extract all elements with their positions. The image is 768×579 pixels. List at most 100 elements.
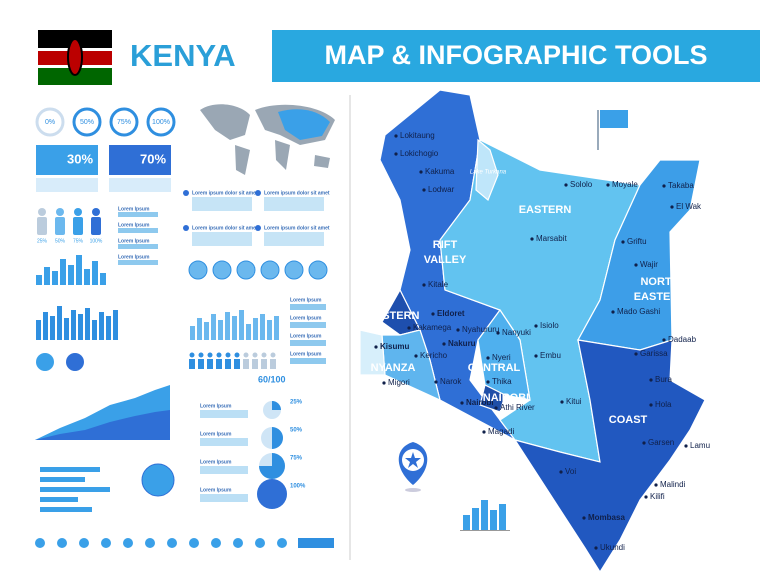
city-label: Ukundi	[600, 543, 625, 552]
city-label: Griftu	[627, 237, 647, 246]
lorem-heading: Lorem Ipsum	[290, 315, 322, 321]
lorem-lines	[200, 466, 248, 474]
city-dot	[649, 403, 653, 407]
lorem-lines	[118, 228, 158, 233]
globe-big	[141, 463, 175, 497]
stat-label: 30%	[67, 151, 93, 166]
lake-victoria	[359, 329, 386, 376]
icon	[35, 538, 45, 548]
city-dot	[494, 406, 498, 410]
region-label: CENTRAL	[468, 362, 521, 374]
person-icon-body	[261, 359, 267, 369]
lorem-lines	[192, 197, 252, 211]
deco-bar	[92, 320, 97, 340]
person-body	[91, 217, 101, 235]
deco-bar	[197, 318, 202, 340]
pie-slice	[272, 401, 281, 410]
globe	[308, 260, 328, 280]
deco-bar	[92, 261, 98, 285]
deco-bar	[57, 306, 62, 340]
subtitle-box	[272, 30, 760, 82]
city-label: Takaba	[668, 181, 694, 190]
city-label: Mado Gashi	[617, 307, 660, 316]
city-dot	[594, 546, 598, 550]
deco-bar	[36, 320, 41, 340]
person-body	[55, 217, 65, 235]
subtitle: MAP & INFOGRAPHIC TOOLS	[324, 40, 707, 70]
lorem-heading: Lorem Ipsum	[200, 403, 232, 409]
percent-label: 100%	[152, 119, 170, 126]
city-label: Lokichogio	[400, 149, 439, 158]
city-dot	[374, 345, 378, 349]
icon	[101, 538, 111, 548]
lorem-line: Lorem ipsum dolor sit amet	[264, 225, 330, 231]
deco-bar	[76, 255, 82, 285]
city-label: Mombasa	[588, 513, 625, 522]
city-label: Garissa	[640, 349, 668, 358]
city-label: Kilifi	[650, 492, 665, 501]
city-label: Lamu	[690, 441, 710, 450]
region-label: NORTH	[640, 276, 679, 288]
city-label: Thika	[492, 377, 512, 386]
lorem-lines	[118, 260, 158, 265]
city-dot	[642, 441, 646, 445]
stat-box	[109, 145, 171, 175]
lorem-lines	[290, 304, 326, 310]
hbar	[40, 507, 92, 512]
city-label: Garsen	[648, 438, 674, 447]
city-label: Eldoret	[437, 309, 465, 318]
city-dot	[649, 378, 653, 382]
lorem-heading: Lorem Ipsum	[290, 297, 322, 303]
area-chart-2	[35, 410, 170, 440]
person-icon	[225, 352, 231, 358]
person-icon	[243, 352, 249, 358]
city-label: Sololo	[570, 180, 593, 189]
globe	[260, 260, 280, 280]
percent-circle	[146, 107, 176, 137]
city-dot	[394, 152, 398, 156]
city-dot	[654, 483, 658, 487]
deco-bar	[204, 322, 209, 340]
region-nairobi	[479, 384, 506, 413]
deco-bar	[85, 308, 90, 340]
lorem-lines	[118, 212, 158, 217]
person-icon-body	[252, 359, 258, 369]
person-head	[74, 208, 82, 216]
deco-bar	[211, 314, 216, 340]
city-dot	[434, 380, 438, 384]
city-dot	[394, 134, 398, 138]
pie-label: 75%	[290, 456, 303, 462]
person-icon	[270, 352, 276, 358]
person-icon-body	[234, 359, 240, 369]
lorem-lines	[200, 410, 248, 418]
deco-bar	[239, 310, 244, 340]
deco-bar	[106, 316, 111, 340]
lorem-heading: Lorem Ipsum	[200, 431, 232, 437]
city-label: Nyahururu	[462, 325, 499, 334]
lorem-heading: Lorem Ipsum	[118, 222, 150, 228]
deco-bar	[36, 275, 42, 285]
icon-bar	[298, 538, 334, 548]
deco-bar	[274, 316, 279, 340]
city-dot	[534, 354, 538, 358]
percent-label: 50%	[80, 119, 94, 126]
lorem-line: Lorem ipsum dolor sit amet	[192, 225, 258, 231]
city-label: Magadi	[488, 427, 514, 436]
city-dot	[534, 324, 538, 328]
pie-full	[257, 479, 287, 509]
city-dot	[634, 263, 638, 267]
city-dot	[496, 331, 500, 335]
city-label: Narok	[440, 377, 462, 386]
city-label: Kitui	[566, 397, 582, 406]
person-icon	[252, 352, 258, 358]
city-label: Nyeri	[492, 353, 511, 362]
deco-bar	[260, 314, 265, 340]
icon	[211, 538, 221, 548]
region-coast	[513, 339, 706, 574]
percent-circle	[109, 107, 139, 137]
city-dot	[662, 338, 666, 342]
city-label: Moyale	[612, 180, 638, 189]
city-dot	[414, 354, 418, 358]
city-dot	[634, 352, 638, 356]
deco-bar	[60, 259, 66, 285]
